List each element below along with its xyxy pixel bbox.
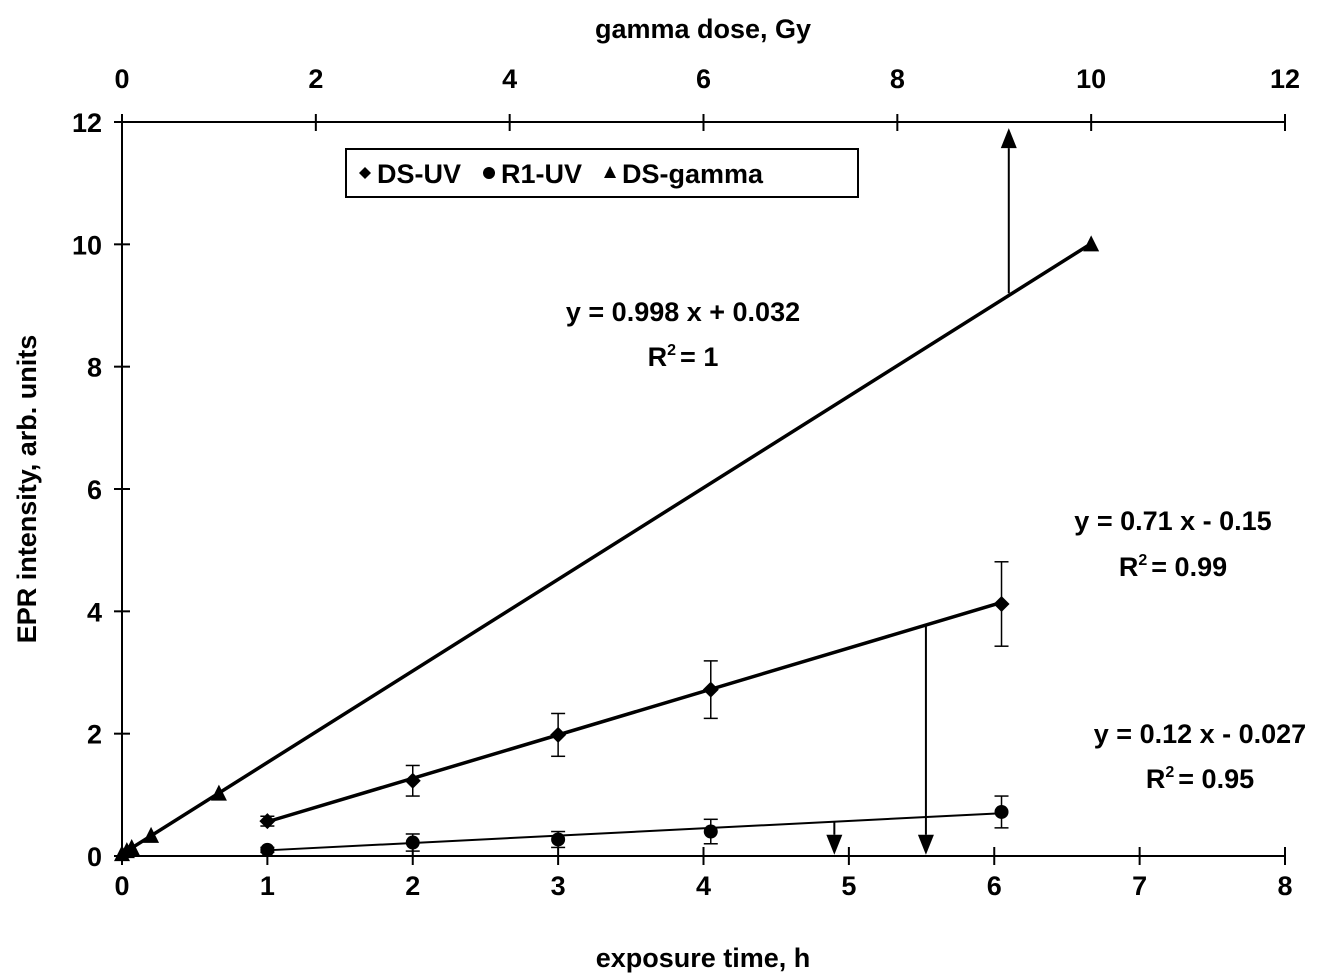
y-tick-label: 2 — [87, 720, 102, 750]
y-tick-label: 4 — [87, 597, 102, 627]
diamond-marker — [404, 772, 421, 789]
y-tick-label: 6 — [87, 475, 102, 505]
x-tick-label: 6 — [987, 871, 1002, 901]
legend-label: R1-UV — [501, 159, 582, 189]
circle-marker — [260, 842, 275, 857]
series-r1-uv — [260, 795, 1009, 857]
legend: DS-UV R1-UV DS-gamma — [345, 148, 859, 198]
fit-lines — [121, 242, 1093, 856]
series-ds-uv — [259, 561, 1010, 830]
diamond-marker — [702, 681, 719, 698]
y-axis-title: EPR intensity, arb. units — [12, 335, 42, 644]
circle-marker — [994, 804, 1009, 819]
fit-line — [121, 242, 1093, 856]
circle-marker — [551, 832, 566, 847]
fit-equation-r1-uv: y = 0.12 x - 0.027 — [1094, 719, 1306, 749]
arrow-head — [1000, 128, 1017, 149]
legend-label: DS-UV — [377, 159, 461, 189]
x-tick-label: 1 — [260, 871, 275, 901]
legend-box — [345, 148, 859, 198]
arrow-head — [917, 834, 934, 855]
diamond-marker — [993, 595, 1010, 612]
fit-annotation-gamma: y = 0.998 x + 0.032 R2 = 1 — [566, 297, 800, 372]
x2-axis-title: gamma dose, Gy — [595, 14, 811, 44]
x-tick-label: 5 — [841, 871, 856, 901]
fit-annotation-ds-uv: y = 0.71 x - 0.15 R2 = 0.99 — [1074, 506, 1271, 582]
x2-tick-label: 0 — [114, 64, 129, 94]
fit-line — [267, 812, 1002, 852]
x2-tick-label: 6 — [696, 64, 711, 94]
fit-line — [266, 600, 1003, 824]
legend-label: DS-gamma — [622, 159, 764, 189]
x-axis-title: exposure time, h — [596, 943, 811, 973]
x2-tick-label: 4 — [502, 64, 517, 94]
diamond-marker — [259, 813, 276, 830]
fit-equation-gamma: y = 0.998 x + 0.032 — [566, 297, 800, 327]
fit-annotation-r1-uv: y = 0.12 x - 0.027 R2 = 0.95 — [1094, 719, 1306, 794]
x-tick-label: 8 — [1277, 871, 1292, 901]
fit-r2-r1-uv: R2 = 0.95 — [1146, 764, 1254, 794]
triangle-marker — [1083, 235, 1100, 252]
triangle-marker — [143, 826, 160, 843]
x-tick-label: 7 — [1132, 871, 1147, 901]
arrow-head — [826, 834, 843, 855]
y-tick-label: 12 — [72, 108, 102, 138]
triangle-marker — [604, 166, 617, 178]
circle-marker — [703, 824, 718, 839]
x-tick-label: 0 — [114, 871, 129, 901]
y-tick-label: 8 — [87, 353, 102, 383]
x-tick-label: 3 — [551, 871, 566, 901]
x2-tick-label: 2 — [308, 64, 323, 94]
triangle-marker — [210, 784, 227, 801]
series-ds-gamma — [114, 235, 1100, 862]
circle-marker — [483, 167, 496, 179]
x2-tick-label: 12 — [1270, 64, 1300, 94]
legend-entries: DS-UV R1-UV DS-gamma — [359, 159, 764, 189]
diamond-marker — [359, 167, 371, 179]
x-tick-label: 2 — [405, 871, 420, 901]
x-tick-label: 4 — [696, 871, 711, 901]
fit-r2-gamma: R2 = 1 — [648, 342, 719, 372]
fit-r2-ds-uv: R2 = 0.99 — [1119, 552, 1227, 582]
y-tick-label: 10 — [72, 230, 102, 260]
circle-marker — [405, 835, 420, 850]
y-tick-label: 0 — [87, 842, 102, 872]
series-layer — [114, 235, 1100, 862]
arrows — [826, 128, 1017, 855]
x2-tick-label: 8 — [890, 64, 905, 94]
triangle-marker — [123, 839, 140, 856]
x2-tick-label: 10 — [1076, 64, 1106, 94]
diamond-marker — [550, 726, 567, 743]
fit-equation-ds-uv: y = 0.71 x - 0.15 — [1074, 506, 1271, 536]
